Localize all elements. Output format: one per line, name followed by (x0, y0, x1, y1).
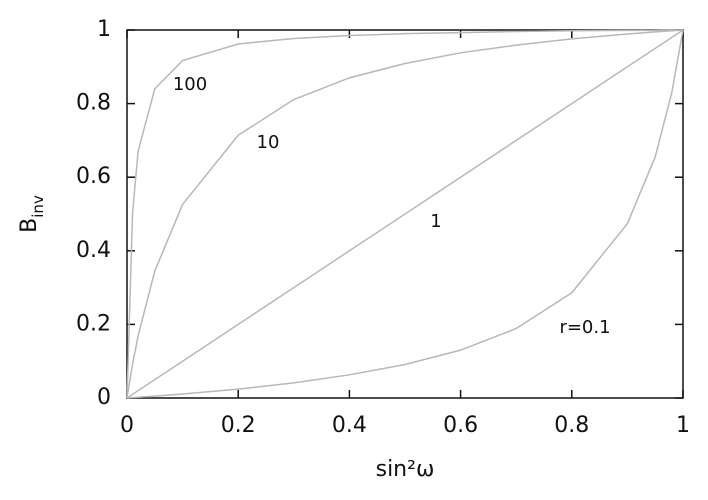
y-tick-label: 0.8 (76, 91, 111, 116)
curve (126, 29, 683, 399)
curve (126, 29, 684, 399)
y-tick-label: 1 (97, 17, 111, 42)
y-tick-label: 0.6 (76, 164, 111, 189)
x-tick-label: 0.4 (332, 413, 367, 438)
y-tick-label: 0 (97, 385, 111, 410)
curve-label: 100 (173, 74, 207, 95)
curve-label: 1 (430, 211, 441, 232)
curve (126, 29, 684, 399)
x-tick-label: 1 (676, 413, 690, 438)
plot-frame (126, 29, 684, 399)
y-axis-label-sub: inv (29, 195, 47, 218)
y-tick-label: 0.2 (76, 311, 111, 336)
x-tick-label: 0.8 (554, 413, 589, 438)
y-axis-label-main: B (17, 218, 42, 233)
curve-label: 10 (257, 132, 280, 153)
x-tick-label: 0.6 (443, 413, 478, 438)
y-axis-label: Binv (17, 195, 47, 233)
curve-label: r=0.1 (559, 317, 610, 338)
x-tick-label: 0.2 (221, 413, 256, 438)
y-tick-label: 0.4 (76, 238, 111, 263)
x-tick-label: 0 (120, 413, 134, 438)
x-axis-label: sin²ω (376, 457, 435, 482)
curve (126, 29, 684, 399)
